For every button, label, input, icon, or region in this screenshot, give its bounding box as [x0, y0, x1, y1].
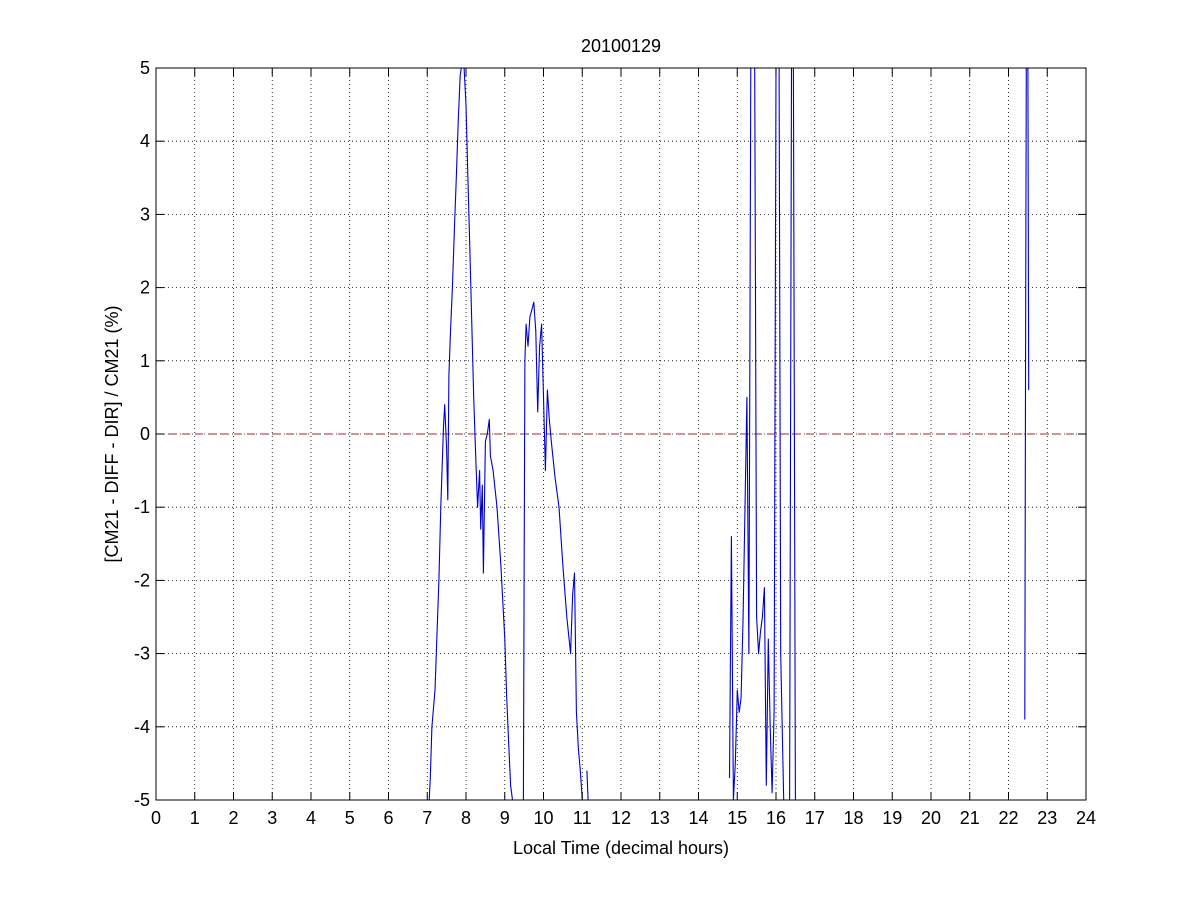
x-tick-label: 11	[573, 808, 592, 828]
y-axis-ticks: -5 -4 -3 -2 -1 0 1 2 3 4 5	[134, 58, 1086, 810]
x-tick-label: 19	[882, 808, 902, 828]
y-tick-label: -5	[134, 790, 150, 810]
x-tick-label: 23	[1037, 808, 1057, 828]
x-tick-label: 2	[228, 808, 238, 828]
x-tick-label: 0	[151, 808, 161, 828]
x-tick-label: 6	[383, 808, 393, 828]
series-line-segment	[586, 770, 589, 800]
x-tick-label: 8	[461, 808, 471, 828]
x-axis-label: Local Time (decimal hours)	[513, 838, 729, 858]
series-line-segment	[463, 68, 514, 800]
x-tick-label: 5	[345, 808, 355, 828]
y-tick-label: 2	[140, 278, 150, 298]
y-tick-label: -2	[134, 570, 150, 590]
x-tick-label: 12	[611, 808, 631, 828]
x-axis-ticks: 0 1 2 3 4 5 6 7 8 9 10 11 12 13 14 15 16 17 18 19 20 21 22 23 24	[151, 68, 1096, 828]
series-line-segment	[428, 68, 462, 800]
y-tick-label: -1	[134, 497, 150, 517]
series-line-segment	[789, 68, 793, 800]
x-tick-label: 22	[998, 808, 1018, 828]
x-tick-label: 4	[306, 808, 316, 828]
chart-title: 20100129	[581, 36, 661, 56]
series-line-segment	[1027, 68, 1030, 391]
plot-series-group	[428, 68, 1030, 800]
x-tick-label: 9	[500, 808, 510, 828]
grid-lines	[156, 68, 1086, 800]
x-tick-label: 17	[805, 808, 825, 828]
y-tick-label: 3	[140, 204, 150, 224]
y-tick-label: -3	[134, 644, 150, 664]
series-line-segment	[792, 68, 796, 800]
y-tick-label: 0	[140, 424, 150, 444]
y-tick-label: -4	[134, 717, 150, 737]
series-line-segment	[778, 68, 785, 800]
x-tick-label: 24	[1076, 808, 1096, 828]
series-line-segment	[1024, 68, 1027, 720]
x-tick-label: 14	[688, 808, 708, 828]
x-tick-label: 10	[533, 808, 553, 828]
x-tick-label: 15	[727, 808, 747, 828]
y-tick-label: 4	[140, 131, 150, 151]
x-tick-label: 3	[267, 808, 277, 828]
y-tick-label: 5	[140, 58, 150, 78]
x-tick-label: 16	[766, 808, 786, 828]
series-line-segment	[728, 68, 752, 800]
y-axis-label: [CM21 - DIFF - DIR] / CM21 (%)	[102, 305, 122, 562]
x-tick-label: 7	[422, 808, 432, 828]
y-tick-label: 1	[140, 351, 150, 371]
x-tick-label: 20	[921, 808, 941, 828]
x-tick-label: 21	[960, 808, 980, 828]
series-line-segment	[522, 301, 583, 800]
x-tick-label: 18	[843, 808, 863, 828]
x-tick-label: 1	[190, 808, 200, 828]
series-line-segment	[754, 68, 777, 794]
x-tick-label: 13	[650, 808, 670, 828]
